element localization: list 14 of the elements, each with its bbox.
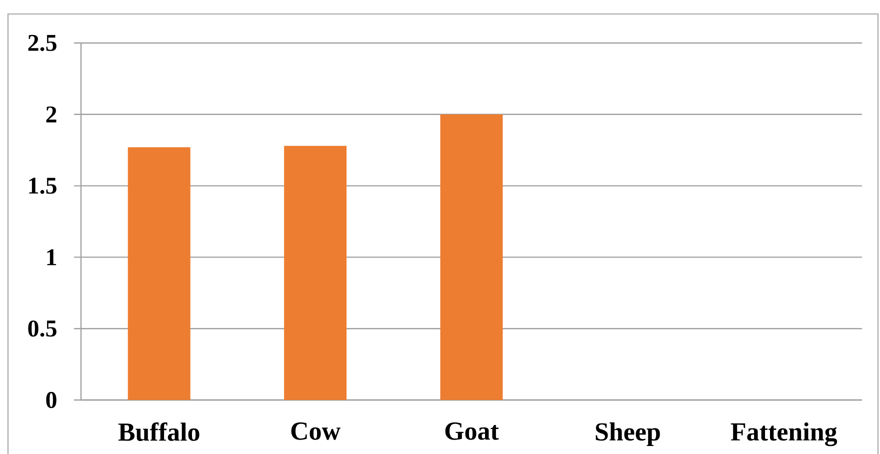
y-tick-label: 1: [47, 249, 56, 266]
y-tick-label: 2: [46, 106, 56, 122]
y-tick-label: 0: [46, 392, 56, 408]
x-tick-label: Fattening: [730, 422, 838, 446]
bar: [440, 114, 503, 400]
x-tick-label: Cow: [291, 422, 340, 440]
y-tick-label: 1.5: [29, 178, 56, 194]
y-tick-label: 2.5: [28, 34, 56, 52]
bar: [284, 146, 347, 400]
bar: [128, 147, 190, 400]
x-tick-label: Buffalo: [118, 422, 200, 441]
x-tick-label: Sheep: [596, 422, 660, 446]
x-tick-label: Goat: [445, 422, 499, 440]
y-tick-label: 0.5: [28, 320, 56, 337]
